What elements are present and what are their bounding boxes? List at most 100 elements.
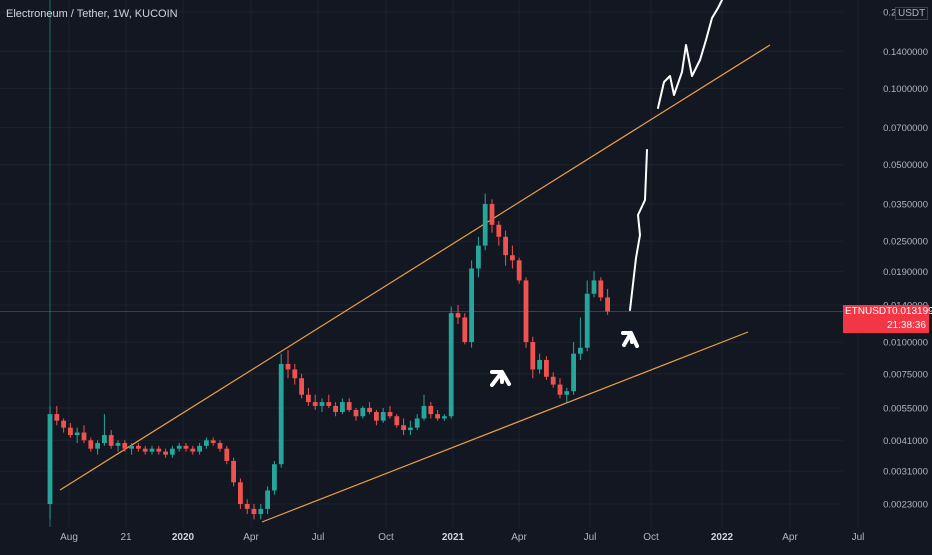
price-tick-label: 0.1000000 xyxy=(883,84,928,95)
candle-body xyxy=(122,443,128,449)
chart-title: Electroneum / Tether, 1W, KUCOIN xyxy=(6,8,178,20)
candle-body xyxy=(537,359,542,370)
candle-body xyxy=(102,435,107,444)
candle-body xyxy=(285,363,291,370)
candle-body xyxy=(605,297,610,312)
candle-body xyxy=(455,313,461,318)
candle-body xyxy=(74,432,80,436)
current-price-label: ETNUSDT 0.0131999 21:38:36 xyxy=(843,305,932,333)
candle-body xyxy=(516,260,522,281)
price-tick-label: 0.0075000 xyxy=(883,369,928,380)
arrow-annotation[interactable] xyxy=(490,370,511,387)
price-tick-label: 0.0023000 xyxy=(883,500,928,511)
candle-body xyxy=(81,432,87,441)
candle-body xyxy=(265,490,270,509)
candle-body xyxy=(523,280,529,343)
candle-body xyxy=(360,407,366,417)
candle-body xyxy=(88,440,94,449)
price-tag-symbol: ETNUSDT xyxy=(845,306,893,317)
candle-body xyxy=(306,394,311,403)
candle-body xyxy=(510,255,515,261)
candle-body xyxy=(251,508,257,515)
price-tick-label: 0.0500000 xyxy=(883,160,928,171)
candle-body xyxy=(530,342,536,370)
time-tick-label: Aug xyxy=(60,532,78,543)
candle-body xyxy=(557,384,563,395)
time-axis: Aug 21 2020 Apr Jul Oct 2021 Apr Jul Oct 2022 Apr Ju… xyxy=(60,532,864,543)
candle-body xyxy=(394,416,400,426)
candle-body xyxy=(61,420,66,428)
time-tick-label: 2021 xyxy=(442,532,465,543)
time-tick-label: Apr xyxy=(243,532,259,543)
trendline[interactable] xyxy=(261,331,749,523)
price-tag-price: 0.0131999 xyxy=(892,306,932,317)
candle-body xyxy=(197,445,202,452)
candle-body xyxy=(68,427,73,436)
time-tick-label: 21 xyxy=(120,532,132,543)
trendline[interactable] xyxy=(59,44,771,491)
candle-body xyxy=(224,448,230,461)
drawings[interactable] xyxy=(490,0,723,387)
candle-body xyxy=(299,378,304,395)
price-tick-label: 0.0350000 xyxy=(883,200,928,211)
projection-path[interactable] xyxy=(629,149,648,311)
candle-body xyxy=(312,402,318,406)
candle-body xyxy=(183,445,189,449)
time-tick-label: Apr xyxy=(782,532,798,543)
time-tick-label: Jul xyxy=(312,532,325,543)
currency-badge[interactable]: USDT xyxy=(895,7,929,20)
arrow-annotation[interactable] xyxy=(621,331,639,348)
candle-body xyxy=(231,460,236,483)
time-tick-label: Oct xyxy=(643,532,659,543)
candle-body xyxy=(598,280,604,298)
candle-body xyxy=(584,293,590,348)
candle-body xyxy=(217,443,223,449)
time-tick-label: Oct xyxy=(378,532,394,543)
candle-body xyxy=(149,448,155,452)
candle-body xyxy=(340,402,345,413)
candle-body xyxy=(115,443,121,446)
candle-body xyxy=(190,448,196,452)
candle-body xyxy=(319,402,325,406)
candle-body xyxy=(210,440,216,444)
candle-body xyxy=(346,402,352,410)
candle-body xyxy=(333,405,338,413)
price-tick-label: 0.0250000 xyxy=(883,237,928,248)
candle-body xyxy=(163,451,168,455)
candle-body xyxy=(367,407,372,413)
candle-body xyxy=(129,445,134,449)
candle-body xyxy=(578,347,583,354)
candle-body xyxy=(489,204,495,225)
trendlines[interactable] xyxy=(59,44,771,523)
price-tag-countdown: 21:38:36 xyxy=(887,320,926,331)
time-tick-label: Jul xyxy=(584,532,597,543)
price-tick-label: 0.0700000 xyxy=(883,123,928,134)
time-tick-label: 2020 xyxy=(172,532,195,543)
candle-body xyxy=(278,363,284,465)
projection-path[interactable] xyxy=(657,0,723,109)
candle-body xyxy=(374,412,379,421)
candle-body xyxy=(108,435,114,446)
candle-body xyxy=(544,359,549,377)
candle-body xyxy=(258,508,264,515)
candle-body xyxy=(380,412,386,421)
candle-body xyxy=(272,464,277,491)
candle-body xyxy=(142,448,148,452)
candle-body xyxy=(326,402,332,406)
candle-body xyxy=(442,416,447,419)
time-tick-label: Jul xyxy=(852,532,865,543)
candle-body xyxy=(176,445,182,449)
candle-body xyxy=(401,425,406,431)
candle-body xyxy=(244,504,250,509)
candle-body xyxy=(482,204,488,246)
candle-body xyxy=(204,440,209,446)
candles xyxy=(47,193,610,520)
candle-body xyxy=(353,409,359,417)
time-tick-label: Apr xyxy=(511,532,527,543)
candle-body xyxy=(503,236,508,256)
candle-body xyxy=(421,405,427,419)
candle-body xyxy=(476,245,481,269)
price-tick-label: 0.0190000 xyxy=(883,267,928,278)
